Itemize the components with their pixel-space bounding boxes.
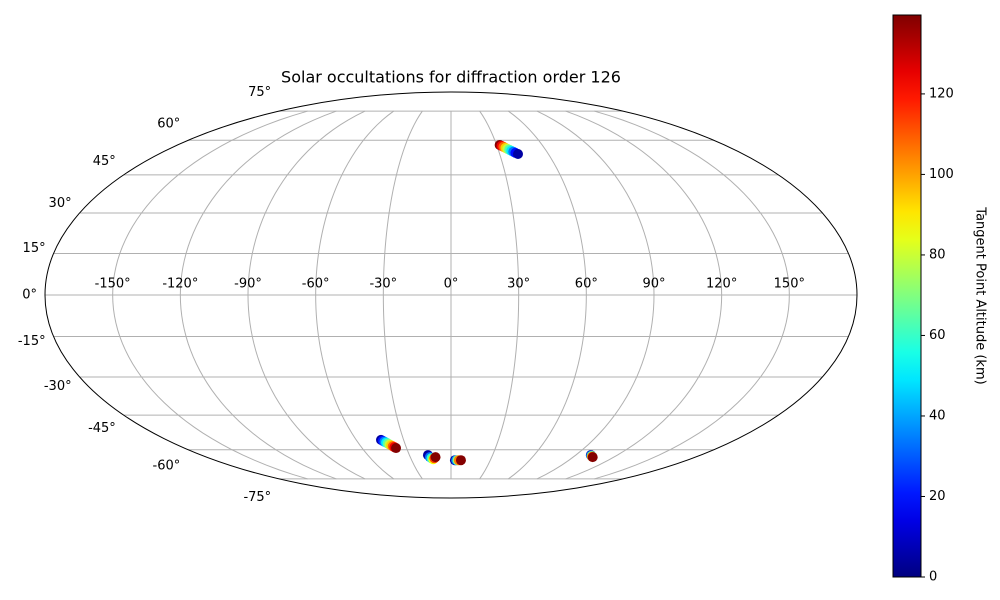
x-tick-label: 120° bbox=[706, 277, 737, 292]
y-tick-label: 30° bbox=[49, 196, 72, 211]
y-tick-label: 45° bbox=[93, 154, 116, 169]
x-tick-label: 90° bbox=[642, 277, 665, 292]
y-tick-label: 75° bbox=[248, 85, 271, 100]
grid-line bbox=[594, 110, 790, 480]
grid-line bbox=[382, 110, 423, 480]
y-tick-label: 60° bbox=[157, 116, 180, 131]
x-tick-label: 60° bbox=[575, 277, 598, 292]
grid-line bbox=[315, 110, 395, 480]
y-tick-label: -15° bbox=[18, 334, 46, 349]
map-boundary bbox=[44, 91, 858, 499]
y-tick-label: -30° bbox=[44, 379, 72, 394]
colorbar-tick-label: 80 bbox=[929, 247, 946, 262]
grid-line bbox=[536, 110, 655, 480]
data-point bbox=[430, 452, 441, 463]
grid-line bbox=[565, 110, 723, 480]
x-tick-label: -150° bbox=[95, 277, 131, 292]
colorbar-tick-label: 100 bbox=[929, 167, 954, 182]
colorbar-tick-label: 40 bbox=[929, 408, 946, 423]
colorbar-tick-label: 0 bbox=[929, 570, 937, 585]
y-tick-label: 0° bbox=[22, 288, 37, 303]
grid-line bbox=[247, 110, 366, 480]
y-tick-label: -75° bbox=[243, 490, 271, 505]
data-point bbox=[513, 148, 524, 159]
y-tick-label: -60° bbox=[153, 459, 181, 474]
data-point bbox=[587, 452, 598, 463]
x-tick-label: 30° bbox=[507, 277, 530, 292]
x-tick-label: 0° bbox=[444, 277, 459, 292]
grid-line bbox=[112, 110, 308, 480]
grid bbox=[45, 110, 857, 480]
colorbar bbox=[892, 14, 922, 578]
colorbar-tick-label: 60 bbox=[929, 328, 946, 343]
grid-line bbox=[179, 110, 337, 480]
grid-line bbox=[479, 110, 520, 480]
grid-line bbox=[507, 110, 587, 480]
chart-title: Solar occultations for diffraction order… bbox=[281, 68, 621, 87]
data-point bbox=[455, 455, 466, 466]
y-tick-label: 15° bbox=[23, 241, 46, 256]
x-tick-label: -120° bbox=[162, 277, 198, 292]
x-tick-label: -90° bbox=[234, 277, 262, 292]
x-tick-label: -30° bbox=[369, 277, 397, 292]
colorbar-tick-label: 120 bbox=[929, 86, 954, 101]
x-tick-label: 150° bbox=[774, 277, 805, 292]
y-tick-label: -45° bbox=[88, 421, 116, 436]
x-tick-label: -60° bbox=[302, 277, 330, 292]
data-point bbox=[391, 443, 402, 454]
colorbar-label: Tangent Point Altitude (km) bbox=[973, 206, 988, 384]
colorbar-tick-label: 20 bbox=[929, 489, 946, 504]
points bbox=[375, 140, 598, 466]
